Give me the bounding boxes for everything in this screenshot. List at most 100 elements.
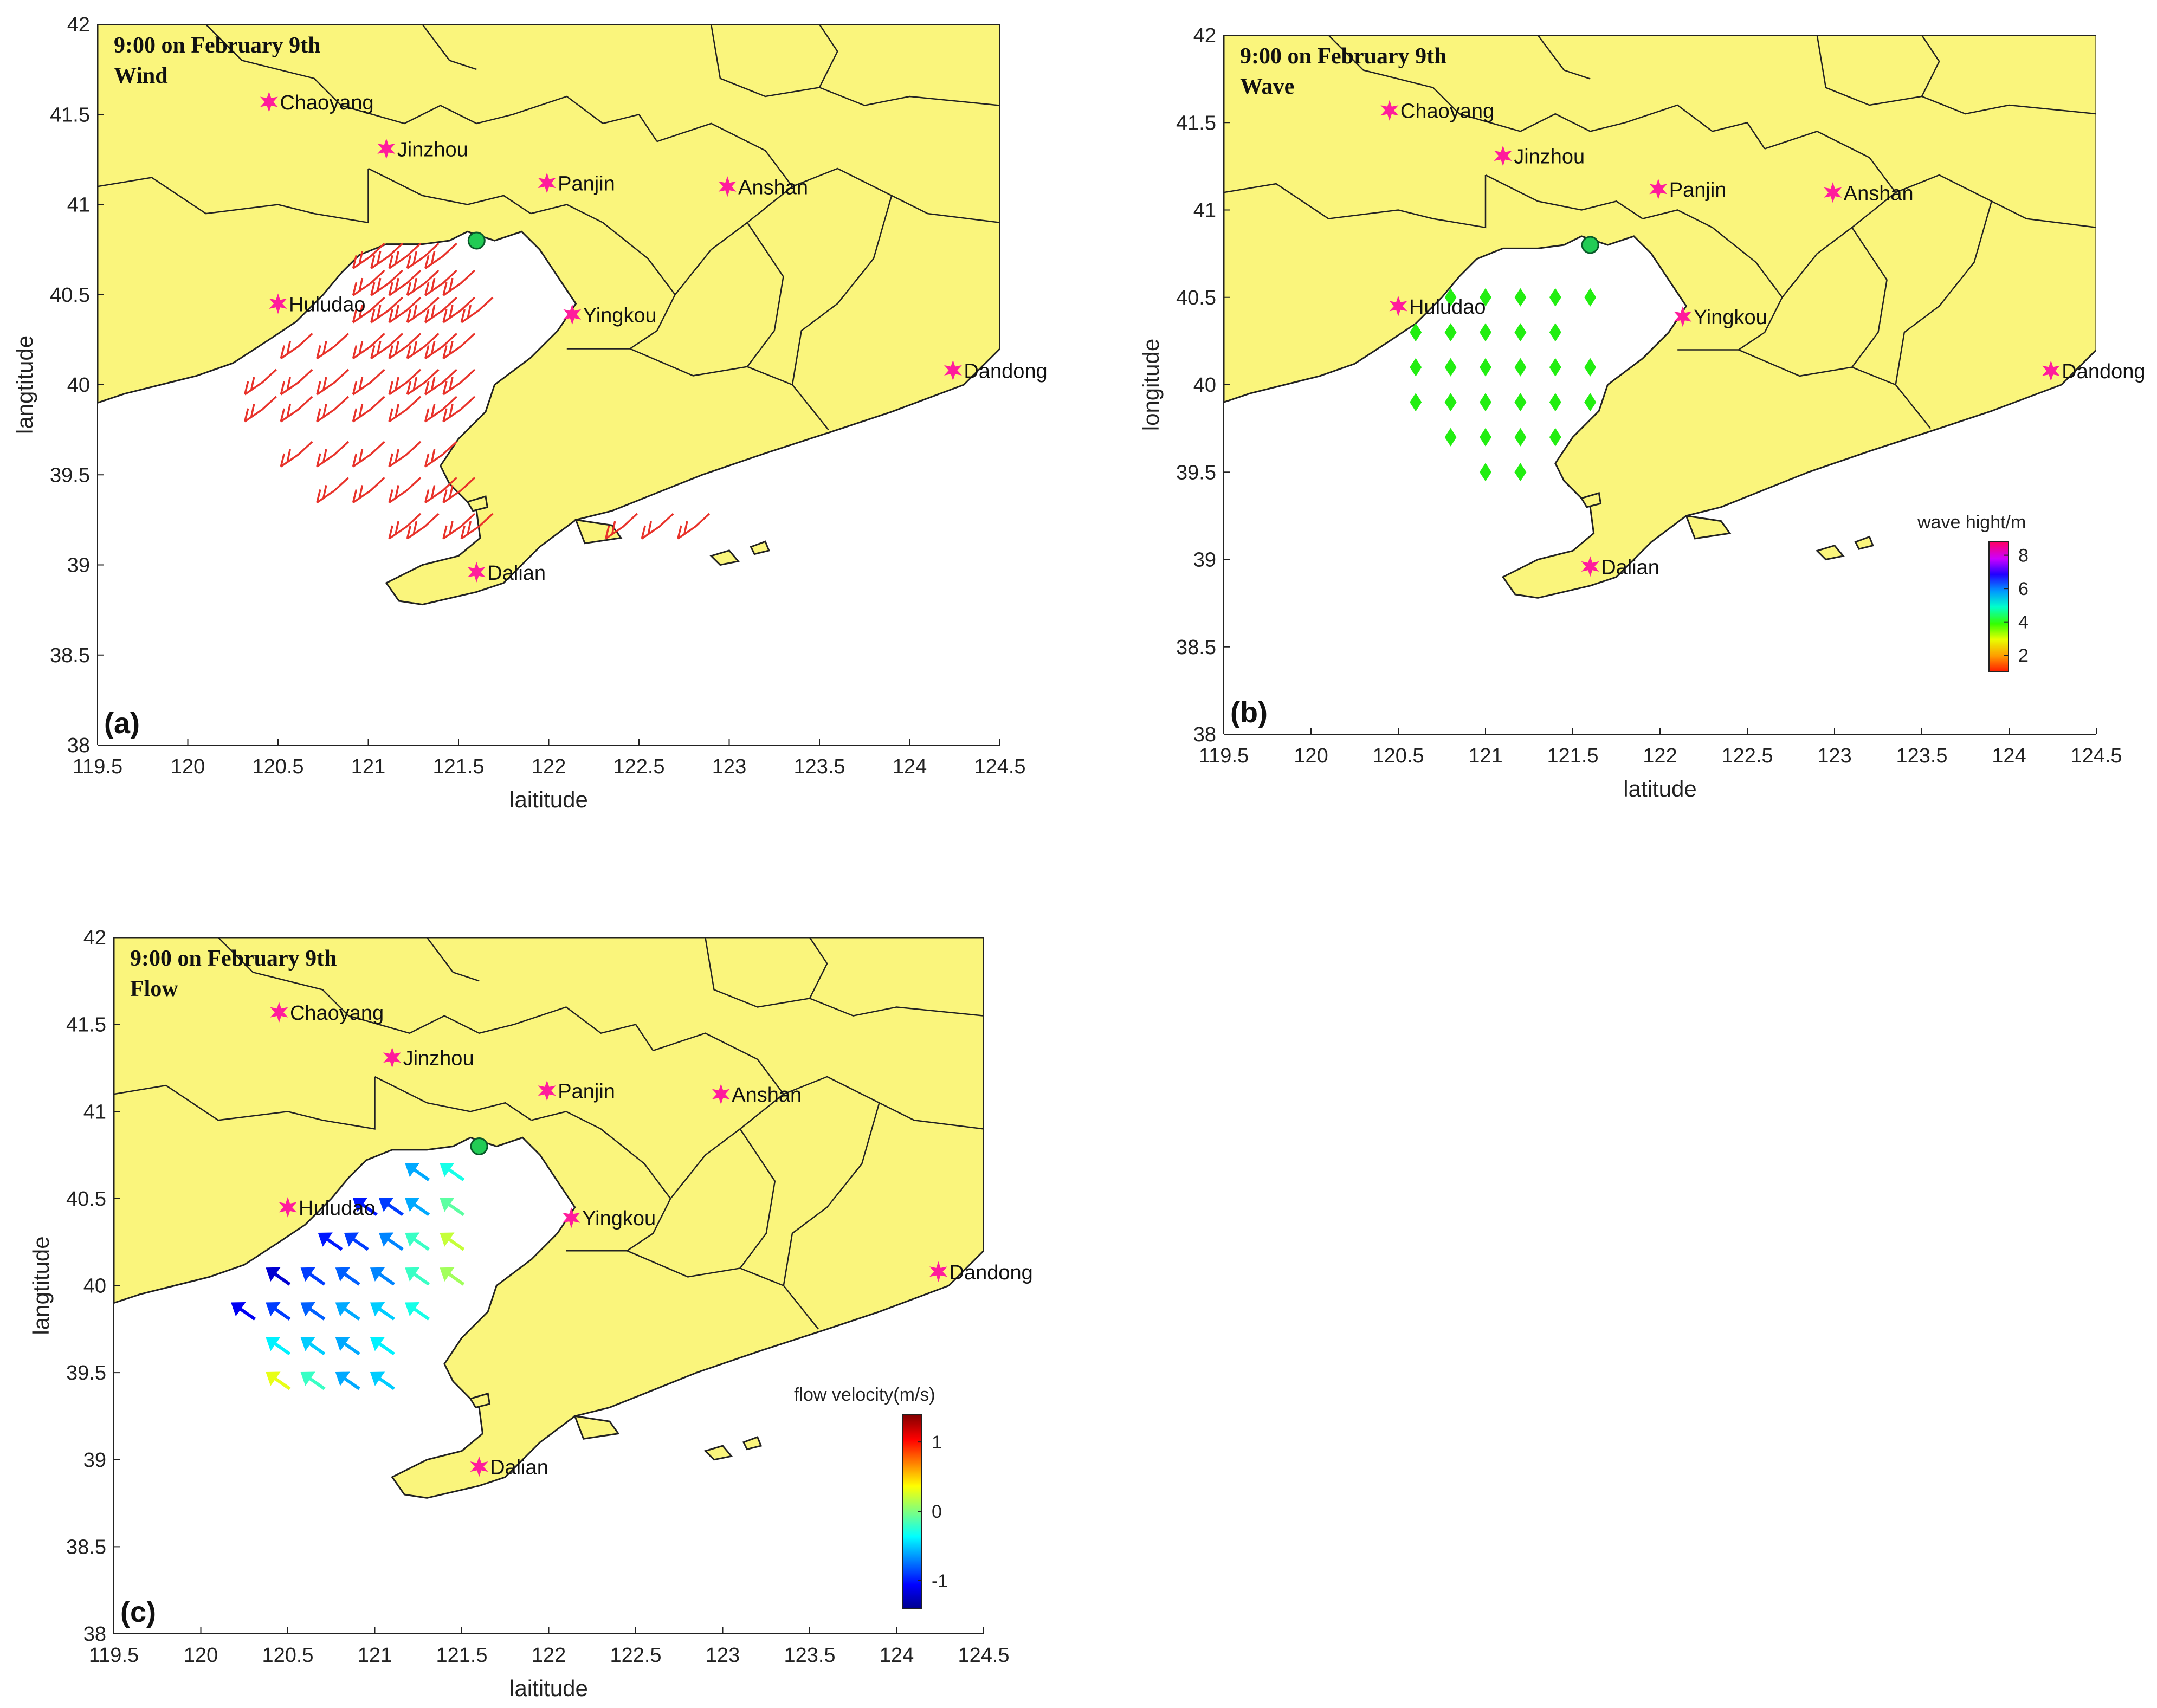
station-marker	[470, 1137, 488, 1155]
colorbar: flow velocity(m/s) 1 0 -1	[794, 1384, 948, 1609]
y-tick-label: 38	[1193, 723, 1216, 746]
x-tick-label: 121	[1468, 745, 1502, 767]
province-border	[217, 937, 514, 1034]
province-border	[1485, 174, 1643, 219]
x-tick-label: 120.5	[262, 1644, 313, 1667]
island	[1580, 491, 1602, 508]
province-border	[791, 195, 893, 385]
city-label: Huludao	[289, 293, 366, 316]
city-yingkou: Yingkou	[563, 304, 657, 327]
colorbar-tick-label: 2	[2018, 645, 2029, 666]
y-tick-label: 42	[83, 927, 106, 949]
city-star-icon	[377, 138, 396, 159]
city-yingkou: Yingkou	[1674, 306, 1767, 329]
island	[709, 549, 740, 566]
x-tick-label: 121	[351, 755, 385, 778]
flow-arrow	[440, 1162, 465, 1181]
wind-barb	[406, 368, 440, 396]
wave-marker	[1444, 288, 1457, 307]
y-tick-label: 39	[83, 1449, 106, 1472]
city-anshan: Anshan	[718, 176, 808, 199]
y-tick-label: 39	[1193, 549, 1216, 572]
city-jinzhou: Jinzhou	[377, 138, 468, 161]
wind-barb	[406, 513, 440, 540]
wave-marker	[1480, 428, 1491, 447]
y-tick-label: 40	[1193, 374, 1216, 397]
city-star-icon	[562, 1207, 580, 1228]
x-tick-label: 120	[171, 755, 205, 778]
y-tick-label: 40.5	[50, 284, 90, 307]
colorbar-tick-label: 1	[932, 1432, 942, 1453]
wind-barb	[280, 333, 313, 359]
wave-marker	[1549, 428, 1561, 447]
province-border	[422, 24, 477, 70]
province-border	[809, 937, 828, 999]
wind-barb	[352, 396, 385, 423]
x-tick-label: 124	[893, 755, 927, 778]
wind-barb	[424, 441, 457, 468]
city-label: Yingkou	[1694, 306, 1767, 329]
city-yingkou: Yingkou	[562, 1207, 656, 1230]
flow-arrow	[352, 1198, 378, 1217]
wind-barb	[424, 269, 457, 296]
colorbar-title: flow velocity(m/s)	[794, 1384, 935, 1405]
city-label: Anshan	[732, 1084, 802, 1107]
wind-barb	[442, 333, 476, 359]
flow-arrow	[370, 1302, 395, 1321]
wind-barb	[280, 368, 313, 396]
city-label: Panjin	[1669, 179, 1727, 202]
x-axis-label: laititude	[509, 787, 588, 812]
variable-annotation: Flow	[130, 976, 178, 1001]
province-border	[367, 167, 531, 215]
flow-arrow	[379, 1198, 404, 1217]
variable-annotation: Wind	[114, 63, 168, 88]
city-huludao: Huludao	[269, 293, 366, 316]
wind-barb	[388, 368, 422, 396]
city-star-icon	[712, 1084, 730, 1105]
flow-arrow	[440, 1198, 465, 1217]
city-label: Yingkou	[582, 1207, 656, 1230]
wind-barb	[641, 513, 674, 540]
x-tick-label: 122.5	[1721, 745, 1773, 767]
wind-barb	[244, 368, 277, 396]
axes: 119.5 120 120.5 121 121.5 122 122.5 123 123.5 124…	[1138, 24, 2122, 801]
wind-barb	[352, 296, 385, 324]
panel-c-flow-map: 119.5 120 120.5 121 121.5 122 122.5 123 123.5 124…	[28, 927, 1033, 1701]
x-tick-label: 120	[184, 1644, 218, 1667]
wind-barb	[370, 242, 403, 269]
wave-marker	[1444, 428, 1457, 447]
wind-barb	[388, 441, 422, 468]
y-tick-label: 39.5	[50, 464, 90, 487]
axes: 119.5 120 120.5 121 121.5 122 122.5 123 123.5 124…	[12, 14, 1026, 812]
city-star-icon	[467, 561, 486, 583]
y-axis-label: langtitude	[12, 335, 37, 434]
wind-barb	[316, 368, 350, 396]
y-tick-label: 39	[67, 554, 90, 577]
city-star-icon	[718, 176, 737, 197]
panel-label: (a)	[104, 707, 140, 740]
wind-barb	[388, 269, 422, 296]
city-jinzhou: Jinzhou	[383, 1047, 474, 1070]
wind-barb	[388, 242, 422, 269]
x-tick-label: 123.5	[784, 1644, 835, 1667]
city-dalian: Dalian	[1581, 556, 1659, 579]
station-marker	[1581, 236, 1599, 254]
wind-barb	[352, 242, 385, 269]
x-tick-label: 122.5	[613, 755, 664, 778]
y-tick-label: 39.5	[66, 1362, 106, 1384]
wind-barb	[460, 296, 494, 324]
city-label: Panjin	[558, 173, 615, 196]
y-axis-label: langtitude	[28, 1236, 54, 1335]
wave-marker	[1514, 463, 1527, 482]
wave-marker	[1480, 358, 1491, 377]
province-border	[513, 1006, 654, 1051]
city-label: Dandong	[950, 1261, 1033, 1284]
province-border	[1625, 104, 1766, 150]
province-border	[205, 24, 513, 125]
wave-marker	[1549, 393, 1561, 412]
city-label: Chaoyang	[1400, 100, 1494, 123]
wind-barb	[406, 333, 440, 359]
y-tick-label: 41	[1193, 199, 1216, 222]
flow-arrow	[370, 1267, 395, 1286]
